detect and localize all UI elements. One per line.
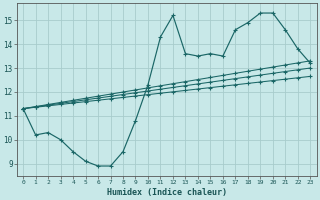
X-axis label: Humidex (Indice chaleur): Humidex (Indice chaleur) (107, 188, 227, 197)
